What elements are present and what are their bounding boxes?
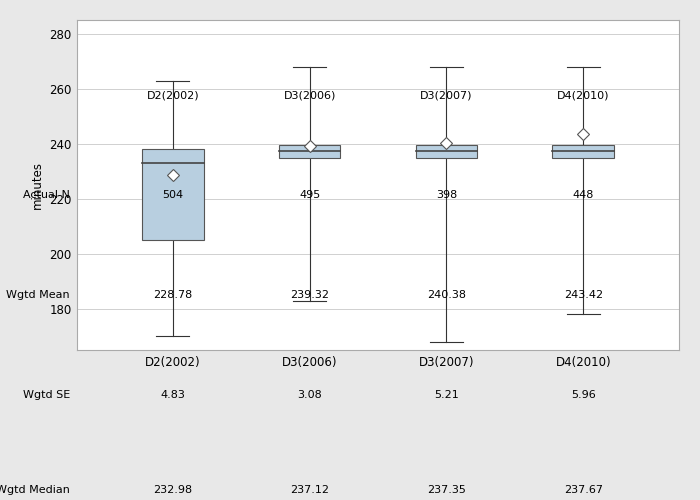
Text: 237.12: 237.12 [290,485,329,495]
Text: D4(2010): D4(2010) [557,90,610,100]
Text: D3(2007): D3(2007) [420,90,473,100]
Bar [416,145,477,158]
Text: 228.78: 228.78 [153,290,193,300]
Text: 504: 504 [162,190,183,200]
Text: 232.98: 232.98 [153,485,193,495]
Text: 5.96: 5.96 [571,390,596,400]
Text: 237.35: 237.35 [427,485,466,495]
Text: 495: 495 [299,190,320,200]
Text: Wgtd Median: Wgtd Median [0,485,70,495]
Bar [142,149,204,240]
Text: 243.42: 243.42 [564,290,603,300]
Text: D3(2006): D3(2006) [284,90,336,100]
Text: Actual N: Actual N [23,190,70,200]
Text: D2(2002): D2(2002) [146,90,199,100]
Text: 398: 398 [436,190,457,200]
Text: Wgtd SE: Wgtd SE [22,390,70,400]
Text: Wgtd Mean: Wgtd Mean [6,290,70,300]
Y-axis label: minutes: minutes [31,161,43,209]
Text: 5.21: 5.21 [434,390,458,400]
Text: 239.32: 239.32 [290,290,329,300]
Text: 448: 448 [573,190,594,200]
Text: 3.08: 3.08 [298,390,322,400]
Bar [552,145,614,158]
Text: 4.83: 4.83 [160,390,186,400]
Text: 237.67: 237.67 [564,485,603,495]
Text: 240.38: 240.38 [427,290,466,300]
Bar [279,145,340,158]
